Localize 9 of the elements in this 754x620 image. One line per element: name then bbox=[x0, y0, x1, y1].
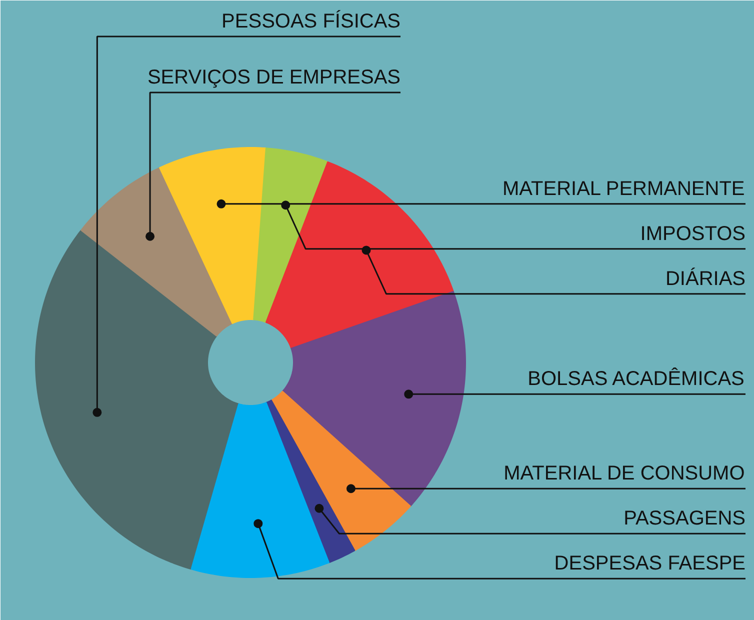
slice-label: DIÁRIAS bbox=[665, 266, 746, 290]
slice-label: PASSAGENS bbox=[624, 508, 746, 530]
slice-label: PESSOAS FÍSICAS bbox=[222, 10, 401, 32]
slice-label: MATERIAL DE CONSUMO bbox=[504, 462, 745, 485]
slice-label: MATERIAL PERMANENTE bbox=[502, 178, 745, 200]
slice-label: SERVIÇOS DE EMPRESAS bbox=[147, 66, 401, 88]
slice-label: DESPESAS FAESPE bbox=[554, 552, 746, 575]
slice-label: IMPOSTOS bbox=[640, 222, 746, 245]
slice-label: BOLSAS ACADÊMICAS bbox=[528, 367, 744, 390]
